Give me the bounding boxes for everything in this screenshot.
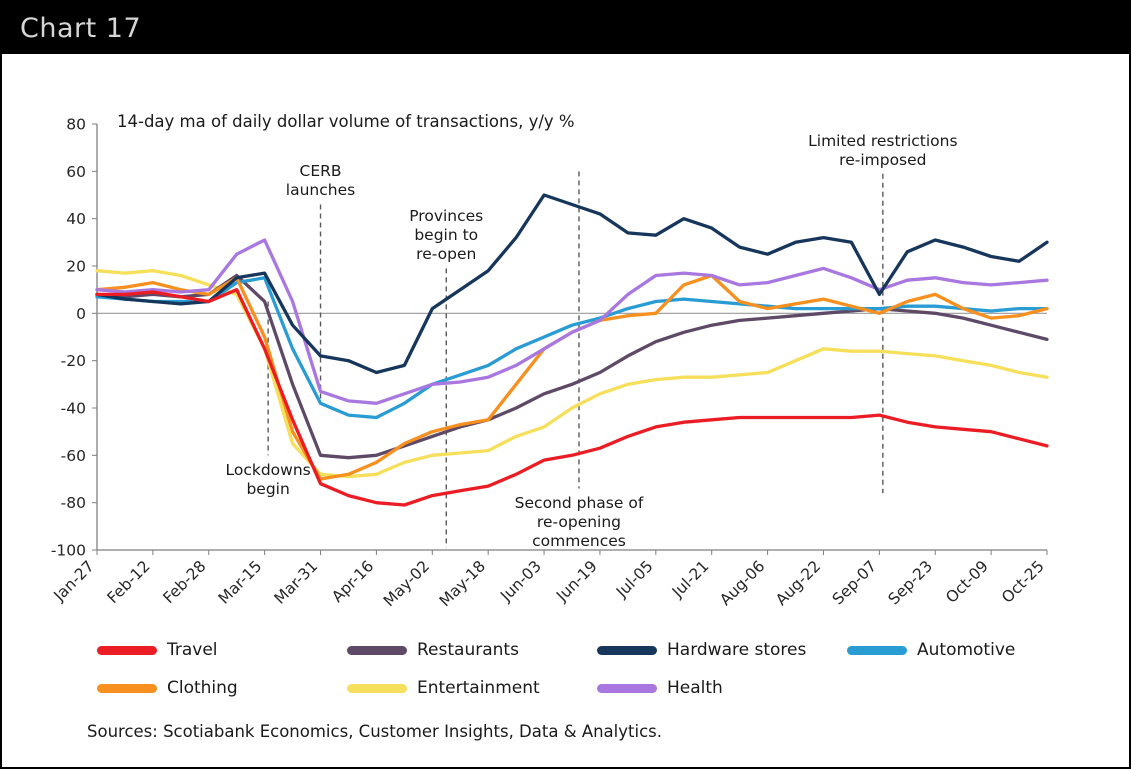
legend-swatch-hardware-stores [597,645,657,655]
page-title: Chart 17 [20,12,142,44]
y-tick-label: 0 [76,305,86,323]
legend-swatch-clothing [97,683,157,693]
x-tick-label: Feb-12 [104,557,154,607]
title-bar: Chart 17 [2,2,1129,54]
x-tick-label: Jul-21 [668,557,713,602]
y-tick-label: 40 [66,210,86,228]
legend-label-automotive: Automotive [917,640,1016,660]
x-tick-label: Aug-06 [716,557,768,609]
x-tick-label: May-18 [436,557,489,610]
series-line-hardware-stores [95,193,1049,375]
series-line-travel [95,288,1049,507]
plot-area: 80 60 40 20 0 -20 -40 -60 -80 -100 Jan-27 Feb-12 Feb… [27,112,1087,624]
legend-item-restaurants: Restaurants [347,640,597,660]
x-tick-label: Jun-03 [496,557,544,605]
y-tick-label: -60 [61,447,86,465]
series-line-health [95,238,1049,405]
x-tick-label: Mar-15 [215,557,266,608]
legend: Travel Restaurants Hardware stores Automoti… [97,640,1129,698]
legend-label-hardware-stores: Hardware stores [667,640,807,660]
y-tick-label: 20 [66,258,86,276]
legend-item-hardware-stores: Hardware stores [597,640,847,660]
legend-item-health: Health [597,678,847,698]
legend-item-clothing: Clothing [97,678,347,698]
legend-label-clothing: Clothing [167,678,238,698]
x-tick-label: Sep-07 [829,557,880,608]
legend-label-entertainment: Entertainment [417,678,540,698]
legend-swatch-health [597,683,657,693]
x-tick-label: May-02 [380,557,433,610]
x-tick-label: Jan-27 [50,557,98,605]
chart-subtitle: 14-day ma of daily dollar volume of tran… [117,112,575,131]
y-tick-label: 60 [66,163,86,181]
legend-item-travel: Travel [97,640,347,660]
x-tick-label: Mar-31 [271,557,322,608]
y-tick-label: -40 [61,400,86,418]
x-tick-label: Jun-19 [552,557,600,605]
legend-swatch-travel [97,645,157,655]
legend-swatch-entertainment [347,683,407,693]
x-tick-label: Sep-23 [885,557,936,608]
x-tick-label: Oct-09 [942,557,992,607]
y-tick-label: -80 [61,494,86,512]
sources-note: Sources: Scotiabank Economics, Customer … [87,722,662,741]
legend-item-automotive: Automotive [847,640,1097,660]
legend-swatch-restaurants [347,645,407,655]
y-tick-label: 80 [66,116,86,134]
x-tick-label: Oct-25 [998,557,1048,607]
x-tick-label: Feb-28 [160,557,210,607]
legend-label-restaurants: Restaurants [417,640,519,660]
legend-label-health: Health [667,678,723,698]
x-tick-label: Apr-16 [328,557,377,606]
x-tick-label: Aug-22 [772,557,824,609]
y-tick-label: -100 [51,542,86,560]
legend-item-entertainment: Entertainment [347,678,597,698]
x-tick-label: Jul-05 [612,557,657,602]
legend-label-travel: Travel [167,640,218,660]
legend-swatch-automotive [847,645,907,655]
y-tick-label: -20 [61,352,86,370]
